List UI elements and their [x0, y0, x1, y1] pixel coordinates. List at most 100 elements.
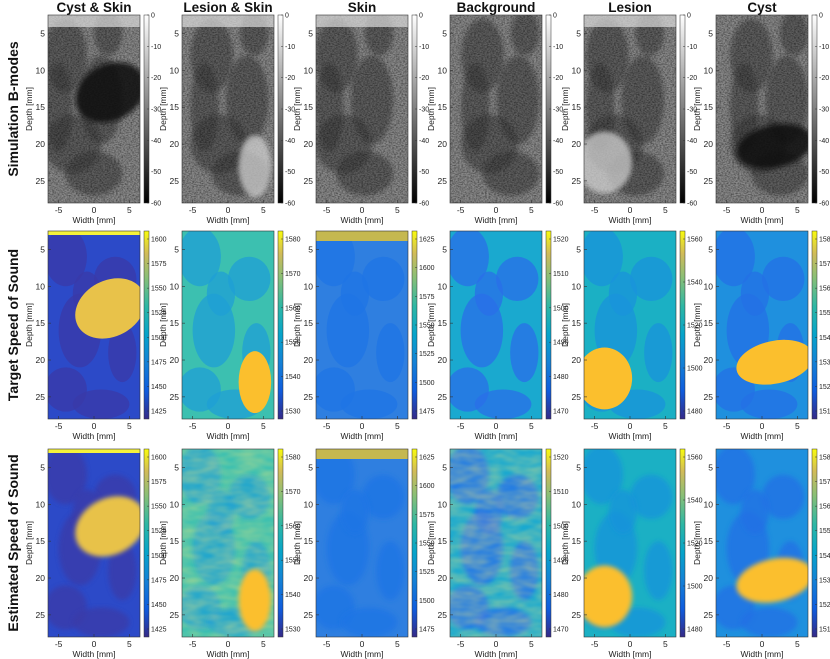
- x-axis-label: Width [mm]: [475, 215, 518, 225]
- row-title: Target Speed of Sound: [5, 249, 21, 401]
- colorbar-tick-label: 1530: [285, 409, 301, 416]
- colorbar-tick-label: -50: [687, 169, 697, 176]
- y-axis-label: Depth [mm]: [426, 521, 436, 565]
- x-tick-label: 5: [395, 639, 400, 649]
- y-axis-label: Depth [mm]: [560, 303, 570, 347]
- colorbar: [143, 230, 150, 420]
- colorbar-tick-label: -40: [819, 138, 829, 145]
- colorbar-tick-label: 1475: [419, 627, 435, 634]
- y-tick-label: 20: [170, 355, 180, 365]
- colorbar-tick-label: 1480: [553, 374, 569, 381]
- colorbar-tick-label: 1540: [285, 374, 301, 381]
- x-tick-label: -5: [55, 639, 63, 649]
- colorbar-tick-label: 1570: [819, 479, 830, 486]
- x-axis-label: Width [mm]: [609, 431, 652, 441]
- x-tick-label: 5: [663, 421, 668, 431]
- y-tick-label: 25: [572, 610, 582, 620]
- x-axis-label: Width [mm]: [207, 215, 250, 225]
- sos-patch: [72, 389, 130, 419]
- panel-body: [182, 15, 274, 203]
- x-tick-label: 0: [226, 421, 231, 431]
- sos-patch: [182, 231, 221, 287]
- colorbar-tick-label: 1525: [151, 528, 167, 535]
- y-tick-label: 20: [170, 573, 180, 583]
- x-axis-label: Width [mm]: [609, 215, 652, 225]
- colorbar-tick-label: 1550: [151, 504, 167, 511]
- colorbar-tick-label: 1425: [151, 627, 167, 634]
- x-tick-label: 5: [529, 639, 534, 649]
- colorbar-tick-label: -10: [419, 44, 429, 51]
- sos-patch: [206, 271, 236, 316]
- colorbar-tick-label: 1480: [687, 627, 703, 634]
- panel-body: [450, 15, 542, 203]
- colorbar-tick-label: -60: [819, 201, 829, 208]
- estimate-texture: [450, 449, 542, 637]
- colorbar-tick-label: -10: [819, 44, 829, 51]
- sos-patch: [48, 231, 87, 287]
- skin-layer: [48, 449, 140, 453]
- colorbar-tick-label: 1540: [819, 335, 830, 342]
- x-tick-label: -5: [55, 205, 63, 215]
- sos-patch: [762, 474, 805, 520]
- colorbar-tick-label: 1510: [819, 627, 830, 634]
- y-tick-label: 5: [40, 462, 45, 472]
- panel-r2-c2: -5 0 5 Width [mm] 5 10 15 20 25 Depth [mm] 1625 160…: [292, 448, 435, 659]
- x-axis-label: Width [mm]: [341, 431, 384, 441]
- colorbar-tick-label: 1540: [687, 498, 703, 505]
- colorbar-tick-label: 1550: [819, 528, 830, 535]
- colorbar-tick-label: 1480: [553, 592, 569, 599]
- sos-patch: [474, 389, 532, 419]
- y-tick-label: 10: [438, 65, 448, 75]
- y-tick-label: 10: [36, 281, 46, 291]
- colorbar-tick-label: 1520: [553, 237, 569, 244]
- panel-r1-c2: -5 0 5 Width [mm] 5 10 15 20 25 Depth [mm] 1625 160…: [292, 230, 435, 441]
- x-tick-label: -5: [591, 639, 599, 649]
- sos-patch: [340, 271, 370, 316]
- colorbar-tick-label: 1450: [151, 602, 167, 609]
- inclusion-region: [238, 351, 272, 414]
- inclusion-region: [584, 565, 633, 628]
- y-tick-label: 20: [36, 573, 46, 583]
- y-tick-label: 10: [704, 65, 714, 75]
- y-tick-label: 10: [704, 499, 714, 509]
- colorbar: [143, 448, 150, 638]
- colorbar-tick-label: 0: [151, 13, 155, 20]
- y-tick-label: 15: [170, 102, 180, 112]
- y-tick-label: 5: [576, 28, 581, 38]
- sos-patch: [316, 231, 355, 287]
- sos-patch: [740, 607, 798, 637]
- sos-patch: [376, 323, 405, 383]
- x-tick-label: 5: [795, 421, 800, 431]
- y-tick-label: 25: [438, 610, 448, 620]
- y-axis-label: Depth [mm]: [158, 303, 168, 347]
- y-tick-label: 15: [170, 536, 180, 546]
- colorbar-tick-label: 1575: [151, 479, 167, 486]
- colorbar-tick-label: 1525: [419, 569, 435, 576]
- colorbar-tick-label: -60: [687, 201, 697, 208]
- y-tick-label: 5: [442, 244, 447, 254]
- sos-patch: [630, 474, 673, 520]
- panel-body: [716, 449, 808, 637]
- sos-patch: [608, 271, 638, 316]
- panel-r2-c1: -5 0 5 Width [mm] 5 10 15 20 25 Depth [mm] 1580 157…: [158, 448, 301, 659]
- y-tick-label: 5: [174, 244, 179, 254]
- y-tick-label: 20: [572, 573, 582, 583]
- y-tick-label: 25: [572, 392, 582, 402]
- y-tick-label: 20: [304, 355, 314, 365]
- panel-body: [48, 15, 140, 203]
- colorbar-tick-label: 1500: [151, 335, 167, 342]
- x-tick-label: 0: [360, 639, 365, 649]
- y-tick-label: 15: [704, 318, 714, 328]
- y-axis-label: Depth [mm]: [292, 303, 302, 347]
- y-tick-label: 15: [36, 318, 46, 328]
- y-tick-label: 15: [304, 318, 314, 328]
- y-tick-label: 20: [36, 139, 46, 149]
- x-axis-label: Width [mm]: [475, 431, 518, 441]
- colorbar-tick-label: 1520: [819, 384, 830, 391]
- x-axis-label: Width [mm]: [73, 215, 116, 225]
- colorbar-tick-label: 1540: [285, 592, 301, 599]
- sos-patch: [362, 256, 405, 302]
- y-tick-label: 5: [308, 28, 313, 38]
